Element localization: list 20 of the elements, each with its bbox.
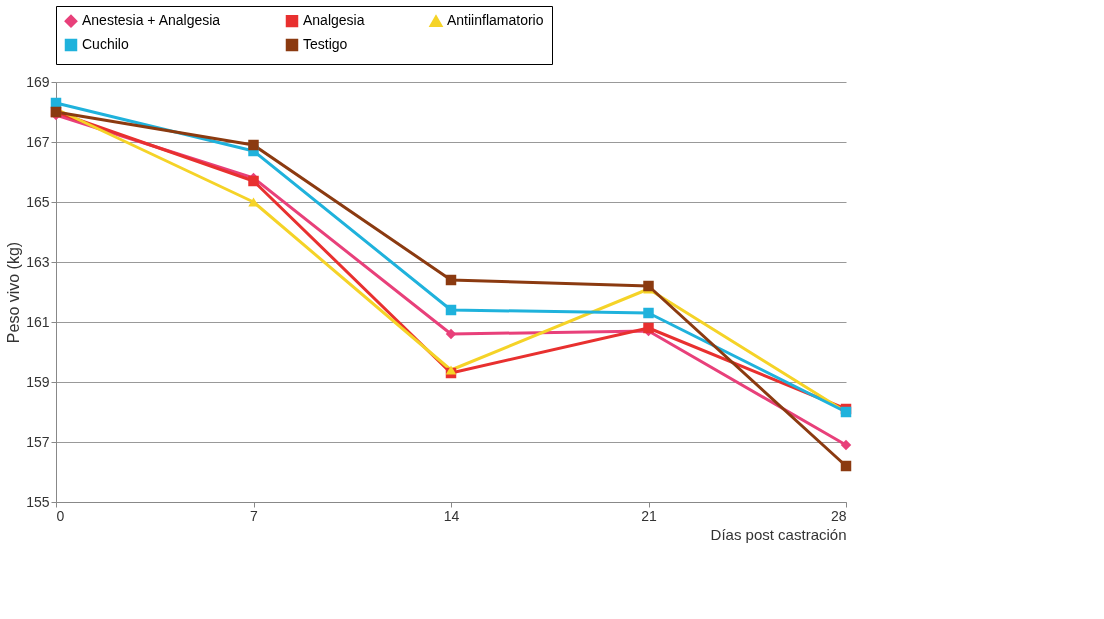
legend-label: Testigo xyxy=(303,36,348,52)
legend-label: Analgesia xyxy=(303,12,365,29)
x-tick-label: 21 xyxy=(641,507,657,524)
x-tick-label: 0 xyxy=(56,507,65,524)
x-tick-label: 7 xyxy=(250,507,259,524)
y-tick-label: 159 xyxy=(26,373,50,390)
y-tick-label: 163 xyxy=(26,253,50,270)
y-tick-label: 157 xyxy=(26,433,50,450)
y-tick-label: 165 xyxy=(26,193,50,210)
y-axis-title: Peso vivo (kg) xyxy=(5,241,23,344)
y-tick-label: 155 xyxy=(26,493,50,510)
y-tick-label: 161 xyxy=(26,313,50,330)
legend-label: Anestesia + Analgesia xyxy=(82,12,221,29)
x-tick-label: 14 xyxy=(443,507,460,524)
y-tick-label: 167 xyxy=(26,133,50,150)
legend-label: Cuchilo xyxy=(82,36,129,52)
x-axis-title: Días post castración xyxy=(710,525,847,543)
y-tick-label: 169 xyxy=(26,73,50,90)
x-tick-label: 28 xyxy=(830,507,847,524)
legend-label: Antiinflamatorio xyxy=(447,12,544,29)
